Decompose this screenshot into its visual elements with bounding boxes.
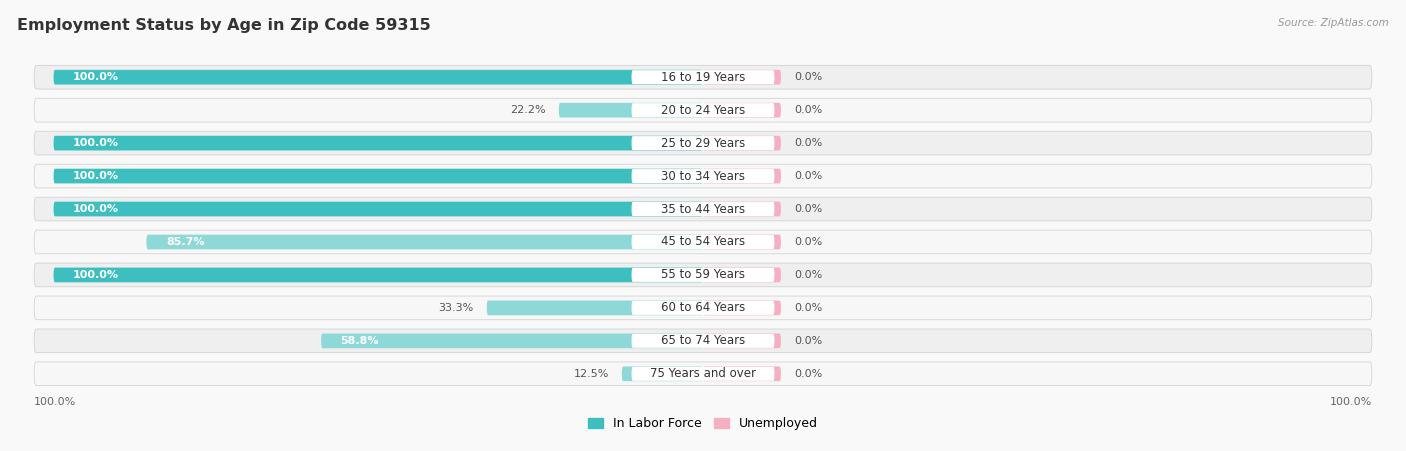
- FancyBboxPatch shape: [34, 98, 1372, 122]
- Text: 100.0%: 100.0%: [1330, 397, 1372, 407]
- Text: 0.0%: 0.0%: [794, 72, 823, 82]
- FancyBboxPatch shape: [53, 70, 703, 84]
- FancyBboxPatch shape: [34, 65, 1372, 89]
- Text: 0.0%: 0.0%: [794, 105, 823, 115]
- FancyBboxPatch shape: [703, 333, 780, 348]
- FancyBboxPatch shape: [34, 230, 1372, 254]
- Text: 0.0%: 0.0%: [794, 369, 823, 379]
- Text: 100.0%: 100.0%: [34, 397, 76, 407]
- FancyBboxPatch shape: [146, 235, 703, 249]
- FancyBboxPatch shape: [53, 136, 703, 151]
- FancyBboxPatch shape: [486, 300, 703, 315]
- FancyBboxPatch shape: [34, 263, 1372, 287]
- Text: 0.0%: 0.0%: [794, 270, 823, 280]
- FancyBboxPatch shape: [631, 103, 775, 117]
- Text: 0.0%: 0.0%: [794, 171, 823, 181]
- Text: Employment Status by Age in Zip Code 59315: Employment Status by Age in Zip Code 593…: [17, 18, 430, 33]
- FancyBboxPatch shape: [631, 169, 775, 183]
- FancyBboxPatch shape: [703, 202, 780, 216]
- Text: 100.0%: 100.0%: [73, 204, 120, 214]
- Text: 20 to 24 Years: 20 to 24 Years: [661, 104, 745, 117]
- Text: 100.0%: 100.0%: [73, 72, 120, 82]
- FancyBboxPatch shape: [631, 301, 775, 315]
- Text: 45 to 54 Years: 45 to 54 Years: [661, 235, 745, 249]
- Text: 12.5%: 12.5%: [574, 369, 609, 379]
- Text: 0.0%: 0.0%: [794, 138, 823, 148]
- Text: 100.0%: 100.0%: [73, 171, 120, 181]
- FancyBboxPatch shape: [621, 367, 703, 381]
- Text: 30 to 34 Years: 30 to 34 Years: [661, 170, 745, 183]
- Text: 25 to 29 Years: 25 to 29 Years: [661, 137, 745, 150]
- Text: 0.0%: 0.0%: [794, 336, 823, 346]
- Text: 100.0%: 100.0%: [73, 138, 120, 148]
- FancyBboxPatch shape: [631, 268, 775, 282]
- FancyBboxPatch shape: [703, 103, 780, 118]
- FancyBboxPatch shape: [631, 235, 775, 249]
- FancyBboxPatch shape: [703, 267, 780, 282]
- FancyBboxPatch shape: [631, 202, 775, 216]
- FancyBboxPatch shape: [53, 202, 703, 216]
- Text: 100.0%: 100.0%: [73, 270, 120, 280]
- FancyBboxPatch shape: [703, 169, 780, 184]
- Text: 22.2%: 22.2%: [510, 105, 546, 115]
- FancyBboxPatch shape: [703, 70, 780, 84]
- Text: 0.0%: 0.0%: [794, 204, 823, 214]
- Text: 58.8%: 58.8%: [340, 336, 380, 346]
- Text: 65 to 74 Years: 65 to 74 Years: [661, 334, 745, 347]
- Text: 85.7%: 85.7%: [166, 237, 204, 247]
- Text: Source: ZipAtlas.com: Source: ZipAtlas.com: [1278, 18, 1389, 28]
- FancyBboxPatch shape: [53, 267, 703, 282]
- FancyBboxPatch shape: [34, 296, 1372, 320]
- FancyBboxPatch shape: [321, 333, 703, 348]
- FancyBboxPatch shape: [34, 362, 1372, 386]
- FancyBboxPatch shape: [34, 197, 1372, 221]
- Text: 0.0%: 0.0%: [794, 303, 823, 313]
- Text: 60 to 64 Years: 60 to 64 Years: [661, 301, 745, 314]
- Text: 0.0%: 0.0%: [794, 237, 823, 247]
- Text: 33.3%: 33.3%: [439, 303, 474, 313]
- FancyBboxPatch shape: [558, 103, 703, 118]
- FancyBboxPatch shape: [703, 235, 780, 249]
- Legend: In Labor Force, Unemployed: In Labor Force, Unemployed: [583, 412, 823, 435]
- FancyBboxPatch shape: [631, 367, 775, 381]
- FancyBboxPatch shape: [631, 70, 775, 84]
- FancyBboxPatch shape: [631, 136, 775, 150]
- FancyBboxPatch shape: [34, 164, 1372, 188]
- FancyBboxPatch shape: [53, 169, 703, 184]
- Text: 16 to 19 Years: 16 to 19 Years: [661, 71, 745, 84]
- FancyBboxPatch shape: [703, 136, 780, 151]
- FancyBboxPatch shape: [703, 367, 780, 381]
- FancyBboxPatch shape: [631, 334, 775, 348]
- FancyBboxPatch shape: [703, 300, 780, 315]
- Text: 55 to 59 Years: 55 to 59 Years: [661, 268, 745, 281]
- Text: 35 to 44 Years: 35 to 44 Years: [661, 202, 745, 216]
- FancyBboxPatch shape: [34, 131, 1372, 155]
- Text: 75 Years and over: 75 Years and over: [650, 367, 756, 380]
- FancyBboxPatch shape: [34, 329, 1372, 353]
